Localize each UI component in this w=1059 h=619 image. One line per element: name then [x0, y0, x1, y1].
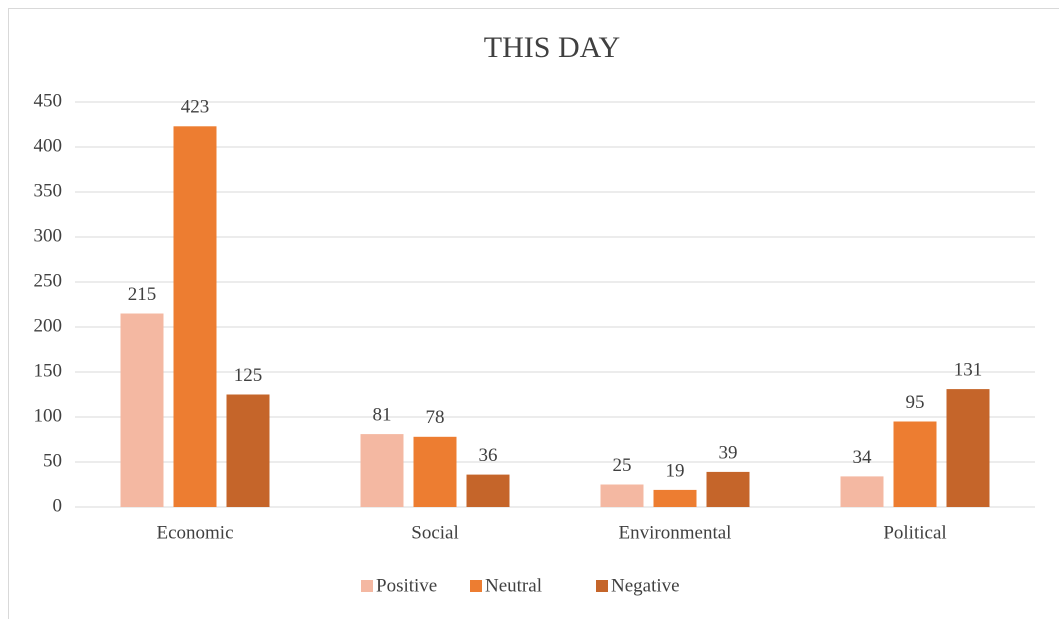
y-tick-label: 300	[34, 225, 63, 246]
x-tick-label: Economic	[156, 522, 233, 543]
legend-swatch	[596, 580, 608, 592]
bar	[226, 394, 270, 507]
data-label: 78	[426, 407, 445, 428]
chart-title: THIS DAY	[484, 31, 620, 64]
data-label: 423	[181, 97, 210, 118]
data-label: 39	[719, 442, 738, 463]
y-tick-label: 450	[34, 90, 63, 111]
x-tick-label: Political	[883, 522, 946, 543]
legend-label: Neutral	[485, 575, 542, 596]
legend-swatch	[361, 580, 373, 592]
data-label: 81	[373, 404, 392, 425]
data-label: 34	[853, 447, 873, 468]
data-label: 131	[954, 359, 983, 380]
legend-label: Positive	[376, 575, 437, 596]
bar	[120, 313, 164, 507]
data-label: 125	[234, 365, 263, 386]
y-tick-label: 50	[43, 450, 62, 471]
legend-label: Negative	[611, 575, 680, 596]
bar	[466, 474, 510, 507]
bar	[653, 489, 697, 507]
x-tick-label: Social	[411, 522, 459, 543]
data-label: 25	[613, 455, 632, 476]
legend-swatch	[470, 580, 482, 592]
y-tick-label: 150	[34, 360, 63, 381]
y-tick-label: 250	[34, 270, 63, 291]
bar	[946, 389, 990, 507]
bar	[413, 436, 457, 507]
data-label: 19	[666, 460, 685, 481]
data-label: 215	[128, 284, 157, 305]
y-tick-label: 100	[34, 405, 63, 426]
y-tick-label: 350	[34, 180, 63, 201]
y-tick-label: 200	[34, 315, 63, 336]
bar	[893, 421, 937, 507]
bar	[173, 126, 217, 508]
bar	[360, 434, 404, 507]
x-tick-label: Environmental	[619, 522, 732, 543]
y-tick-label: 0	[53, 495, 63, 516]
bar	[706, 471, 750, 507]
y-tick-label: 400	[34, 135, 63, 156]
bar	[840, 476, 884, 507]
bar	[600, 484, 644, 507]
data-label: 95	[906, 392, 925, 413]
data-label: 36	[479, 445, 498, 466]
